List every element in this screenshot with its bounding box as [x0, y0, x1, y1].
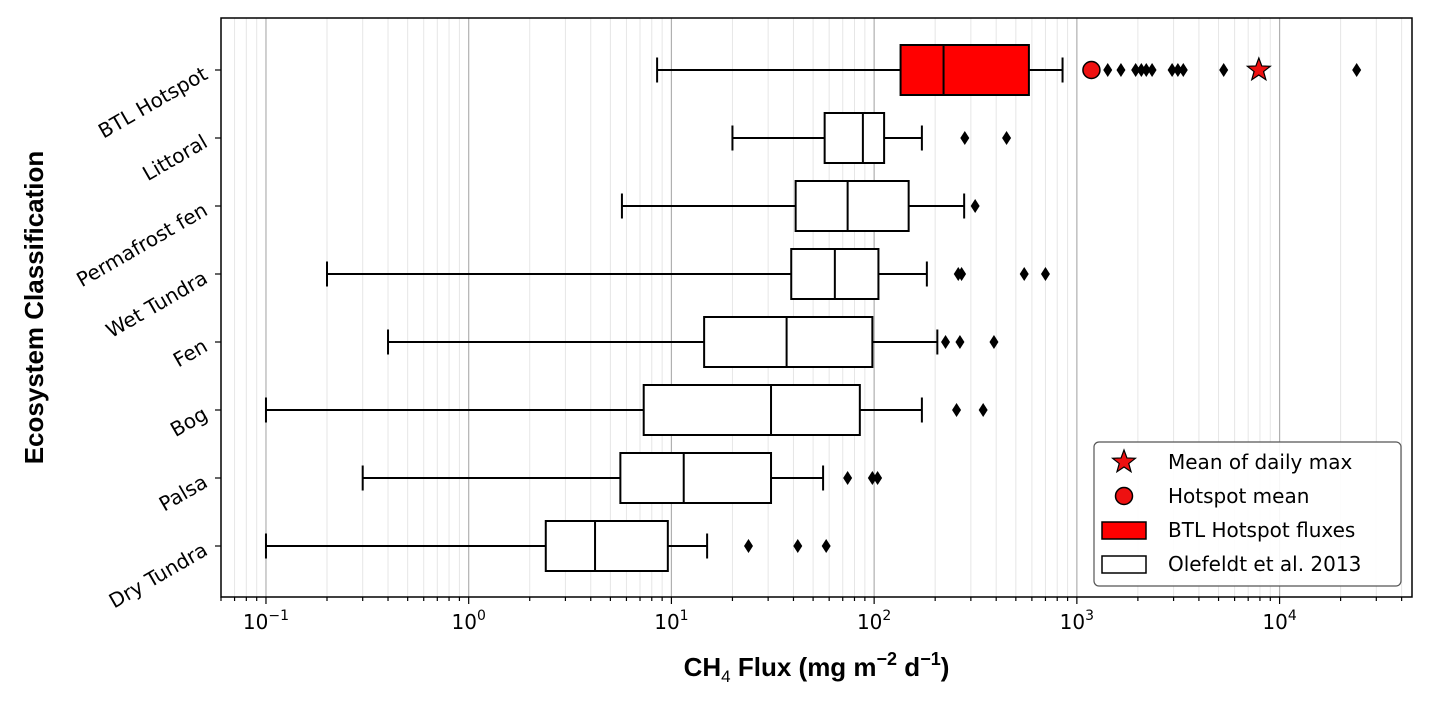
- box-plot-series: [264, 44, 1362, 572]
- iqr-box: [544, 520, 669, 572]
- outlier-point: [867, 471, 877, 485]
- x-tick-label: 103: [1060, 608, 1094, 634]
- legend-frame: [1093, 441, 1402, 587]
- y-tick-label-palsa: Palsa: [155, 470, 212, 517]
- y-tick-label-bog: Bog: [166, 402, 211, 442]
- plot-frame: [220, 17, 1413, 598]
- legend-circle-icon: [1114, 486, 1134, 506]
- outlier-point: [1141, 63, 1151, 77]
- outlier-point: [1002, 131, 1012, 145]
- daily-max-mean-marker: [1245, 56, 1272, 82]
- box-bog: [264, 384, 988, 436]
- legend-label: BTL Hotspot fluxes: [1168, 518, 1355, 542]
- outlier-point: [1167, 63, 1177, 77]
- outlier-point: [1136, 63, 1146, 77]
- legend-entry-hotspot-mean: Hotspot mean: [1114, 484, 1309, 508]
- legend: Mean of daily max Hotspot mean BTL Hotspot…: [1093, 441, 1402, 587]
- y-tick-label-fen: Fen: [169, 334, 212, 372]
- x-tick-label: 104: [1262, 608, 1296, 634]
- iqr-box: [823, 112, 886, 164]
- legend-label: Olefeldt et al. 2013: [1168, 552, 1361, 576]
- outlier-point: [1147, 63, 1157, 77]
- x-tick-label: 100: [452, 608, 486, 634]
- legend-entry-btl-hotspot-fluxes: BTL Hotspot fluxes: [1101, 518, 1355, 542]
- outlier-point: [989, 335, 999, 349]
- outlier-point: [957, 267, 967, 281]
- box-dry-tundra: [264, 520, 831, 572]
- outlier-point: [821, 539, 831, 553]
- legend-patch-icon: [1101, 555, 1147, 574]
- box-palsa: [361, 452, 883, 504]
- y-tick-label-wet-tundra: Wet Tundra: [102, 266, 212, 343]
- box-permafrost-fen: [620, 180, 980, 232]
- outlier-point: [952, 403, 962, 417]
- outlier-point: [873, 471, 883, 485]
- outlier-point: [978, 403, 988, 417]
- box-fen: [387, 316, 999, 368]
- outlier-point: [1352, 63, 1362, 77]
- iqr-box: [794, 180, 910, 232]
- x-tick-label: 101: [654, 608, 688, 634]
- legend-star-icon: [1110, 448, 1138, 474]
- iqr-box: [703, 316, 874, 368]
- y-tick-label-littoral: Littoral: [138, 130, 211, 186]
- legend-entry-olefeldt-et-al-2013: Olefeldt et al. 2013: [1101, 552, 1361, 576]
- outlier-point: [743, 539, 753, 553]
- outlier-point: [970, 199, 980, 213]
- outlier-point: [1173, 63, 1183, 77]
- x-tick-label: 10−1: [243, 608, 289, 634]
- box-littoral: [731, 112, 1012, 164]
- outlier-point: [941, 335, 951, 349]
- legend-entry-mean-of-daily-max: Mean of daily max: [1110, 448, 1352, 474]
- y-tick-label-btl-hotspot: BTL Hotspot: [94, 61, 212, 143]
- legend-patch-icon: [1101, 521, 1147, 540]
- iqr-box: [899, 44, 1030, 96]
- x-axis-title: CH4 Flux (mg m−2 d−1): [684, 649, 950, 686]
- outlier-point: [1103, 63, 1113, 77]
- outlier-point: [843, 471, 853, 485]
- y-tick-label-dry-tundra: Dry Tundra: [105, 538, 212, 614]
- iqr-box: [619, 452, 773, 504]
- outlier-point: [1040, 267, 1050, 281]
- outlier-point: [1219, 63, 1229, 77]
- legend-label: Hotspot mean: [1168, 484, 1309, 508]
- x-tick-label: 102: [857, 608, 891, 634]
- legend-label: Mean of daily max: [1168, 450, 1352, 474]
- outlier-point: [793, 539, 803, 553]
- box-btl-hotspot: [656, 44, 1362, 96]
- outlier-point: [1178, 63, 1188, 77]
- outlier-point: [955, 335, 965, 349]
- outlier-point: [1116, 63, 1126, 77]
- outlier-point: [1131, 63, 1141, 77]
- iqr-box: [642, 384, 861, 436]
- hotspot-mean-marker: [1082, 60, 1101, 80]
- y-axis-title: Ecosystem Classification: [19, 151, 49, 465]
- outlier-point: [960, 131, 970, 145]
- outlier-point: [1019, 267, 1029, 281]
- summary-markers: [1082, 56, 1272, 82]
- box-wet-tundra: [325, 248, 1050, 300]
